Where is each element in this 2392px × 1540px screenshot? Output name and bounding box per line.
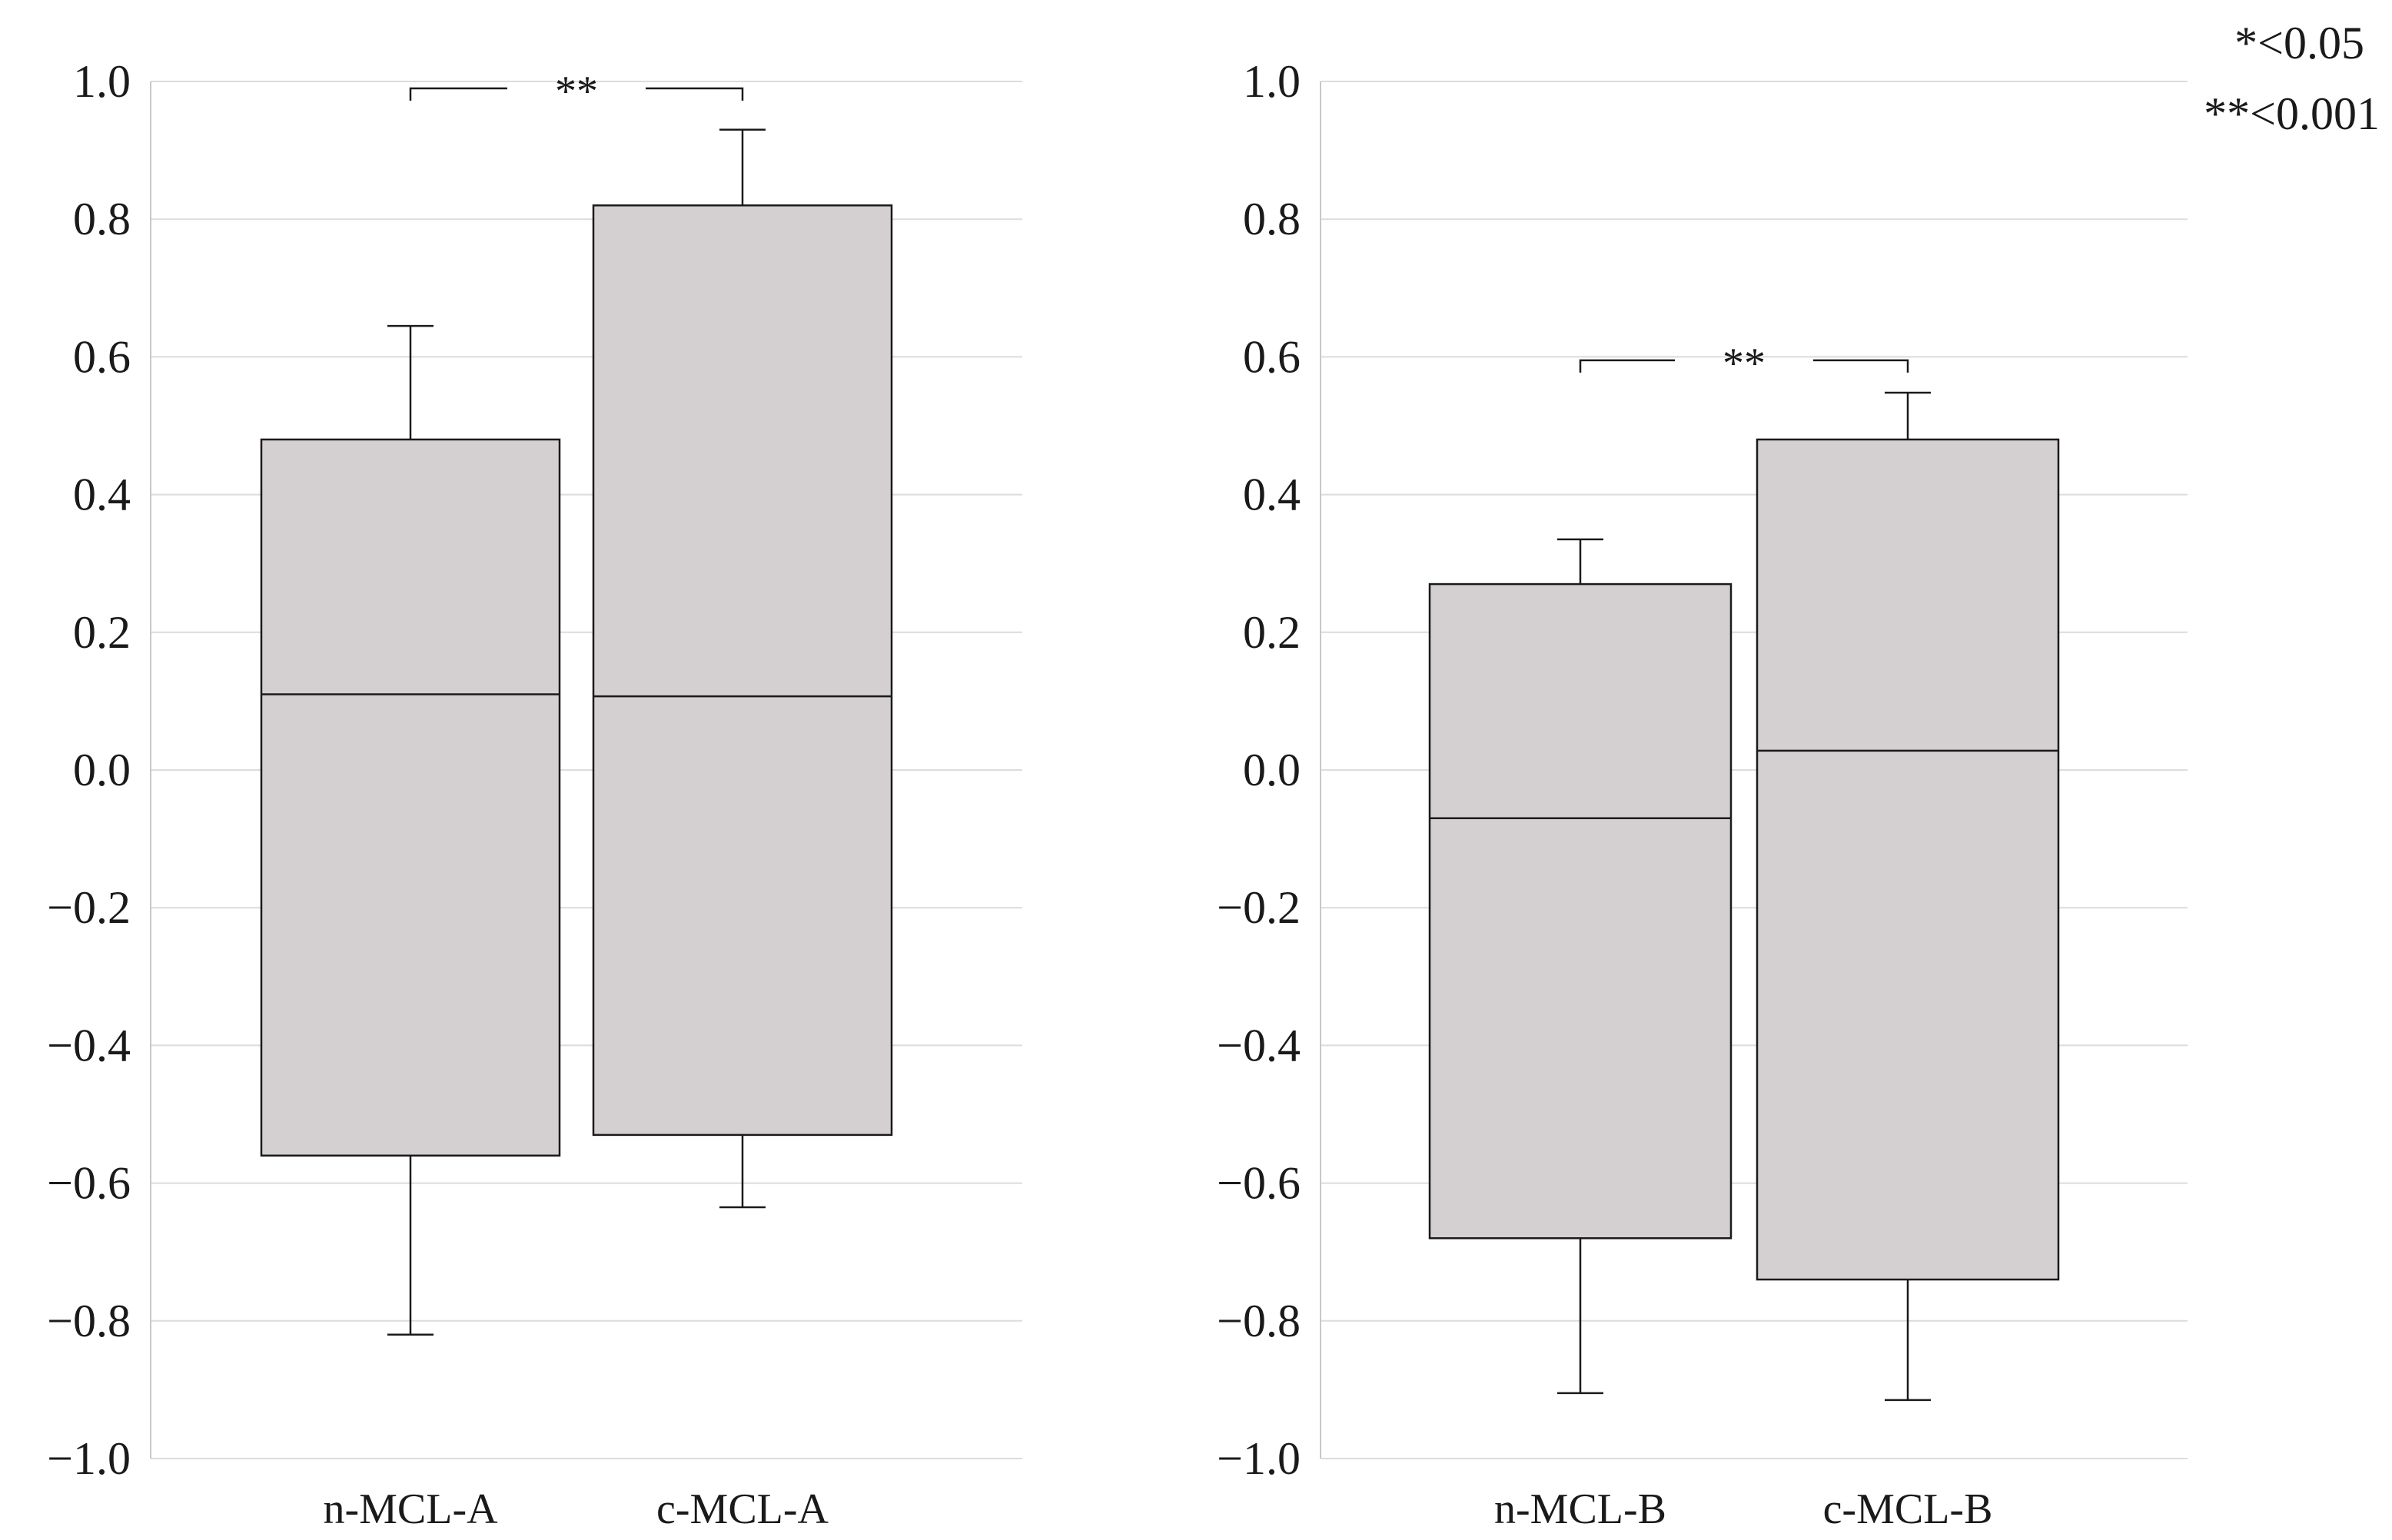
y-tick-label: −0.6 xyxy=(47,1158,131,1209)
iqr-box xyxy=(1428,582,1733,1240)
y-tick-label: 1.0 xyxy=(1243,56,1301,107)
y-tick-label: 0.4 xyxy=(1243,470,1301,520)
y-tick-label: 0.2 xyxy=(73,607,131,658)
category-label: n-MCL-A xyxy=(323,1485,498,1533)
y-tick-label: 0.0 xyxy=(1243,745,1301,795)
significance-bracket-right xyxy=(646,87,744,101)
left-box-plot-panel: 1.0 0.8 0.6 0.4 0.2 0.0 −0.2 −0.4 −0.6 −0.8 −1.0 n-… xyxy=(47,56,1022,1533)
significance-bracket-left xyxy=(409,87,507,101)
iqr-box xyxy=(260,438,561,1157)
significance-legend: *<0.05 **<0.001 xyxy=(2204,18,2380,139)
y-tick-label: −1.0 xyxy=(1217,1433,1301,1484)
significance-legend-line-1: *<0.05 xyxy=(2234,18,2364,68)
y-tick-label: −0.8 xyxy=(47,1296,131,1346)
y-tick-label: −0.2 xyxy=(1217,882,1301,933)
significance-legend-line-2: **<0.001 xyxy=(2204,88,2380,139)
iqr-box xyxy=(592,204,893,1137)
iqr-box xyxy=(1756,438,2060,1281)
significance-label: ** xyxy=(555,68,598,115)
y-tick-label: −0.4 xyxy=(47,1020,131,1070)
y-tick-label: −0.6 xyxy=(1217,1158,1301,1209)
y-tick-label: 0.0 xyxy=(73,745,131,795)
y-tick-label: 0.8 xyxy=(73,194,131,244)
y-tick-label: 0.4 xyxy=(73,470,131,520)
category-label: n-MCL-B xyxy=(1494,1485,1666,1533)
y-tick-label: 0.2 xyxy=(1243,607,1301,658)
y-tick-label: −0.2 xyxy=(47,882,131,933)
y-tick-label: −1.0 xyxy=(47,1433,131,1484)
y-tick-label: 1.0 xyxy=(73,56,131,107)
right-box-plot-panel: 1.0 0.8 0.6 0.4 0.2 0.0 −0.2 −0.4 −0.6 −0.8 −1.0 n-… xyxy=(1217,56,2188,1533)
y-tick-label: −0.4 xyxy=(1217,1020,1301,1070)
y-tick-label: 0.8 xyxy=(1243,194,1301,244)
y-tick-label: 0.6 xyxy=(1243,331,1301,382)
category-label: c-MCL-A xyxy=(656,1485,829,1533)
y-tick-label: −0.8 xyxy=(1217,1296,1301,1346)
significance-bracket-right xyxy=(1813,359,1909,373)
y-tick-label: 0.6 xyxy=(73,331,131,382)
category-label: c-MCL-B xyxy=(1823,1485,1993,1533)
significance-bracket-left xyxy=(1579,359,1675,373)
significance-label: ** xyxy=(1723,340,1766,387)
